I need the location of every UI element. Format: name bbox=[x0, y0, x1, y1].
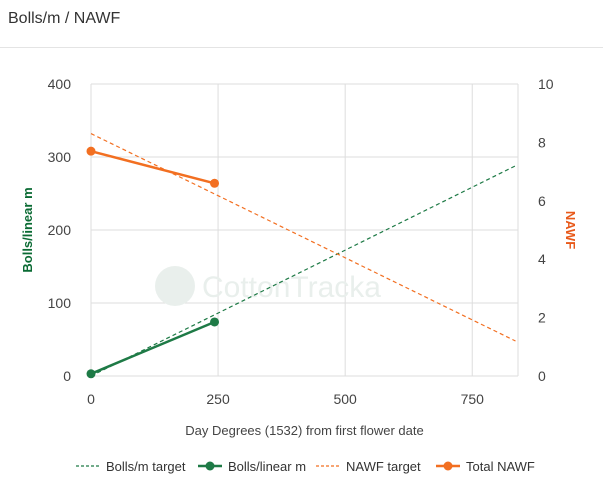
legend-label: Total NAWF bbox=[466, 459, 535, 474]
series-line-bolls bbox=[90, 320, 215, 375]
x-axis-title: Day Degrees (1532) from first flower dat… bbox=[185, 423, 423, 438]
right-axis-title: NAWF bbox=[563, 211, 578, 249]
legend-label: NAWF target bbox=[346, 459, 421, 474]
y-right-tick-label: 4 bbox=[538, 251, 546, 267]
x-tick-label: 0 bbox=[87, 391, 95, 407]
legend-label: Bolls/linear m bbox=[228, 459, 306, 474]
series-line-bolls-target bbox=[90, 165, 516, 377]
series-line-nawf bbox=[90, 149, 215, 185]
series-layer bbox=[86, 133, 516, 379]
y-left-tick-label: 300 bbox=[48, 149, 72, 165]
data-point bbox=[86, 369, 96, 379]
legend: Bolls/m target Bolls/linear m NAWF target T… bbox=[76, 459, 535, 474]
y-right-tick-label: 0 bbox=[538, 368, 546, 384]
series-line-nawf-target bbox=[90, 133, 516, 342]
data-point bbox=[210, 317, 220, 327]
y-right-tick-label: 10 bbox=[538, 76, 554, 92]
y-left-tick-label: 400 bbox=[48, 76, 72, 92]
watermark-logo-icon bbox=[155, 266, 195, 306]
watermark-text: CottonTracka bbox=[202, 271, 381, 304]
y-right-tick-label: 2 bbox=[538, 310, 546, 326]
data-point bbox=[210, 178, 220, 188]
card-header: Bolls/m / NAWF bbox=[0, 0, 603, 48]
left-axis-title: Bolls/linear m bbox=[20, 187, 35, 272]
legend-label: Bolls/m target bbox=[106, 459, 186, 474]
y-left-tick-label: 100 bbox=[48, 295, 72, 311]
x-tick-label: 500 bbox=[333, 391, 357, 407]
y-left-tick-label: 0 bbox=[63, 368, 71, 384]
y-left-tick-label: 200 bbox=[48, 222, 72, 238]
x-tick-label: 250 bbox=[206, 391, 230, 407]
x-tick-label: 750 bbox=[461, 391, 485, 407]
y-right-tick-label: 6 bbox=[538, 193, 546, 209]
legend-marker bbox=[443, 461, 453, 471]
page-title: Bolls/m / NAWF bbox=[8, 10, 121, 27]
legend-marker bbox=[205, 461, 215, 471]
data-point bbox=[86, 146, 96, 156]
y-right-tick-label: 8 bbox=[538, 134, 546, 150]
watermark: CottonTracka bbox=[155, 266, 381, 306]
grid bbox=[90, 83, 519, 377]
